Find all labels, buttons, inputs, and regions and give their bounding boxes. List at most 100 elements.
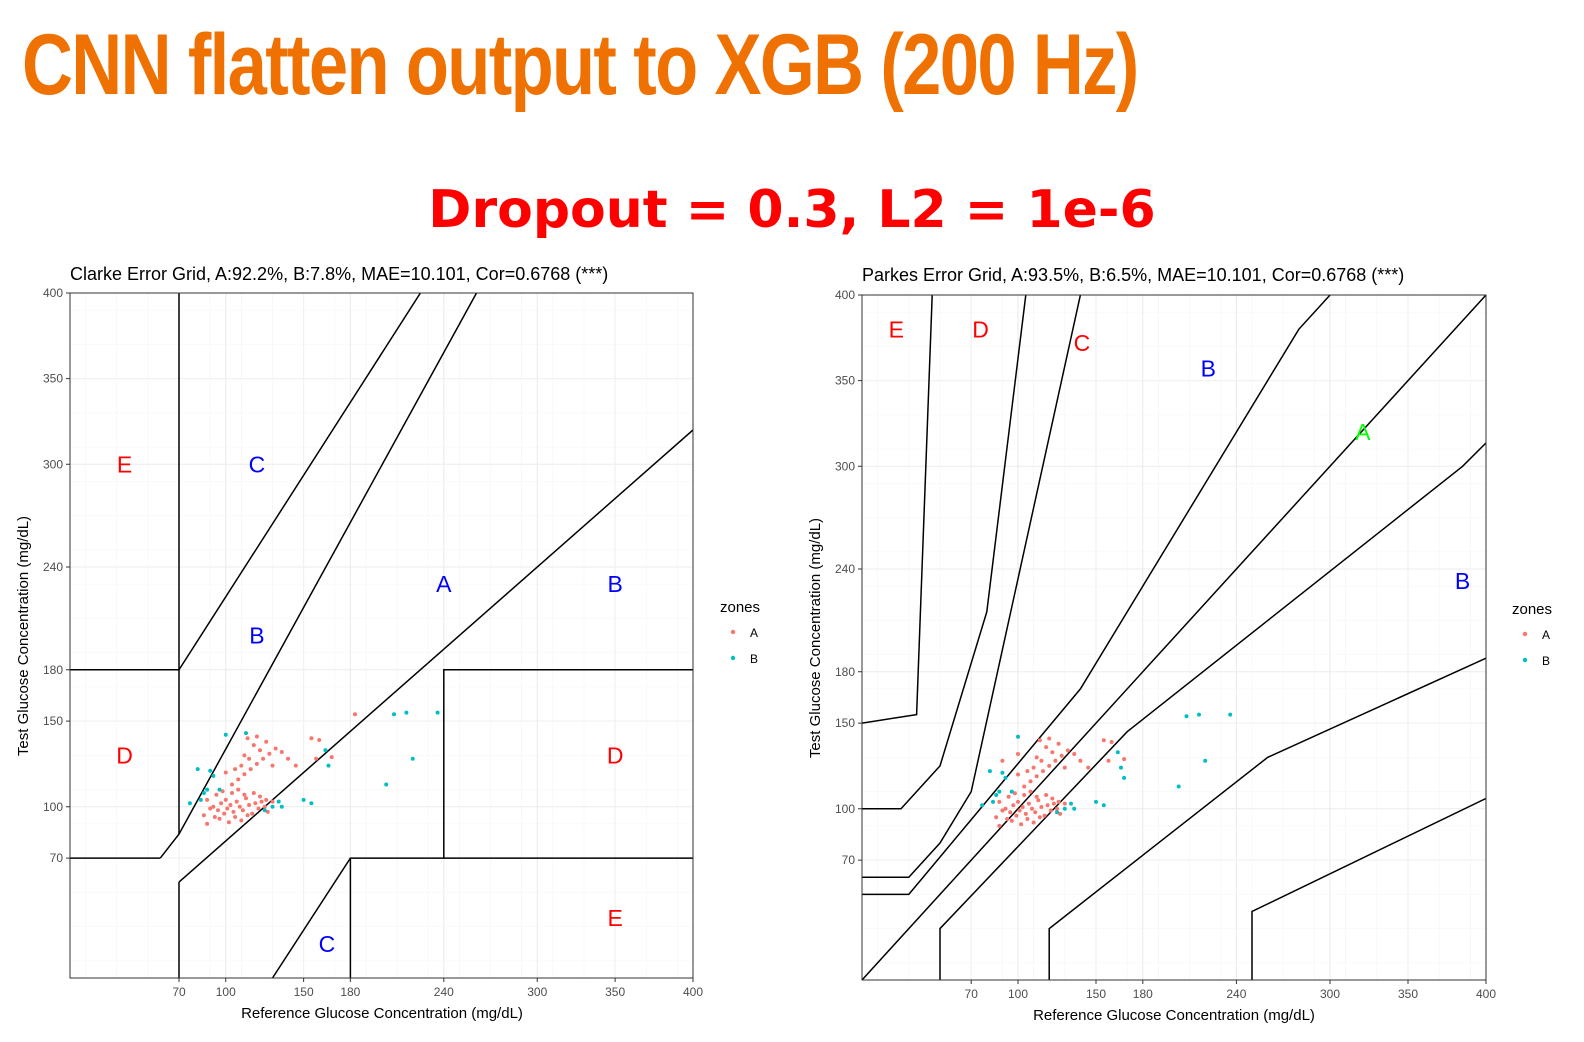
data-points	[187, 710, 440, 826]
data-point-a	[230, 782, 234, 787]
data-point-a	[1014, 813, 1019, 818]
data-point-b	[410, 756, 415, 761]
zone-boundary-line	[159, 293, 478, 859]
data-point-a	[1019, 822, 1024, 827]
zone-boundaries	[862, 295, 1486, 980]
zone-label-c: C	[249, 451, 266, 477]
zone-boundaries	[70, 293, 693, 978]
data-point-a	[254, 761, 259, 766]
data-point-a	[264, 797, 269, 802]
page-title: CNN flatten output to XGB (200 Hz)	[22, 17, 1139, 113]
data-point-b	[1069, 801, 1073, 806]
legend-key-a: A	[1522, 628, 1550, 642]
data-point-b	[1119, 765, 1123, 770]
x-tick-label: 350	[605, 985, 625, 999]
zone-label-a: A	[436, 571, 452, 597]
x-tick-label: 300	[527, 985, 547, 999]
zone-boundary-line	[862, 295, 933, 724]
data-point-a	[254, 734, 259, 739]
data-point-a	[242, 792, 247, 797]
y-tick-label: 70	[50, 851, 64, 865]
data-point-a	[1025, 817, 1030, 821]
data-point-b	[208, 768, 213, 773]
y-tick-label: 70	[842, 853, 856, 867]
data-point-a	[245, 736, 250, 741]
data-point-a	[1016, 799, 1020, 804]
data-point-a	[1008, 810, 1013, 815]
data-point-a	[1065, 748, 1070, 753]
zone-boundary-line	[70, 293, 422, 671]
y-tick-label: 400	[835, 288, 855, 302]
data-point-a	[239, 818, 244, 823]
data-point-a	[1059, 753, 1064, 758]
data-point-a	[286, 756, 290, 761]
x-tick-label: 100	[1008, 987, 1028, 1001]
data-point-a	[1011, 803, 1016, 808]
x-tick-label: 400	[1476, 987, 1496, 1001]
data-point-a	[1044, 745, 1049, 750]
data-point-a	[1106, 758, 1111, 763]
legend-dot-a	[1522, 631, 1528, 637]
zone-boundary-line	[939, 441, 1486, 980]
data-point-b	[187, 801, 192, 806]
data-point-b	[301, 797, 306, 802]
data-point-b	[270, 804, 275, 809]
data-point-a	[1047, 736, 1052, 741]
y-axis-label: Test Glucose Concentration (mg/dL)	[807, 518, 824, 758]
legend-dot-a	[730, 629, 736, 635]
x-tick-label: 100	[216, 985, 236, 999]
data-point-a	[997, 799, 1002, 804]
data-point-b	[384, 782, 389, 787]
data-points	[980, 712, 1233, 828]
data-point-a	[1044, 793, 1049, 797]
data-point-a	[248, 767, 253, 772]
data-point-a	[233, 767, 238, 772]
y-tick-label: 100	[43, 800, 63, 814]
data-point-a	[329, 755, 334, 760]
data-point-a	[214, 792, 219, 797]
data-point-a	[236, 787, 241, 792]
legend-dot-b	[1522, 657, 1528, 663]
data-point-a	[267, 751, 272, 756]
data-point-a	[1012, 791, 1017, 796]
data-point-a	[1016, 752, 1020, 756]
data-point-a	[1058, 811, 1063, 816]
data-point-a	[1056, 799, 1061, 804]
zone-boundary-line	[862, 295, 1486, 980]
data-point-a	[997, 823, 1002, 828]
data-point-a	[1026, 801, 1031, 806]
clarke-error-grid-chart: Clarke Error Grid, A:92.2%, B:7.8%, MAE=…	[15, 264, 760, 1022]
data-point-a	[205, 797, 210, 802]
data-point-a	[262, 804, 267, 809]
chart-title: Parkes Error Grid, A:93.5%, B:6.5%, MAE=…	[862, 265, 1404, 285]
data-point-a	[236, 777, 241, 782]
zone-boundary-line	[862, 295, 1332, 896]
y-tick-label: 350	[43, 372, 63, 386]
data-point-a	[219, 801, 224, 806]
data-point-a	[1042, 813, 1047, 818]
data-point-a	[1022, 793, 1027, 797]
zone-label-d: D	[116, 742, 133, 768]
y-tick-label: 240	[835, 562, 855, 576]
zone-label-c: C	[1074, 330, 1091, 356]
y-tick-label: 400	[43, 286, 63, 300]
data-point-b	[198, 797, 203, 802]
parkes-error-grid-chart: Parkes Error Grid, A:93.5%, B:6.5%, MAE=…	[807, 265, 1552, 1024]
zone-label-d: D	[607, 742, 624, 768]
data-point-a	[242, 772, 247, 777]
zone-label-e: E	[889, 316, 904, 342]
data-point-b	[223, 732, 228, 737]
data-point-b	[1176, 784, 1181, 789]
data-point-b	[1197, 712, 1201, 717]
data-point-a	[1039, 805, 1044, 809]
data-point-a	[1016, 772, 1020, 777]
legend-label-a: A	[750, 626, 758, 640]
data-point-a	[230, 791, 234, 795]
data-point-b	[217, 787, 222, 792]
y-tick-label: 300	[43, 457, 63, 471]
x-tick-label: 240	[434, 985, 454, 999]
data-point-a	[226, 820, 231, 825]
data-point-a	[265, 809, 270, 814]
legend-key-b: B	[730, 652, 758, 666]
data-point-b	[980, 803, 985, 808]
